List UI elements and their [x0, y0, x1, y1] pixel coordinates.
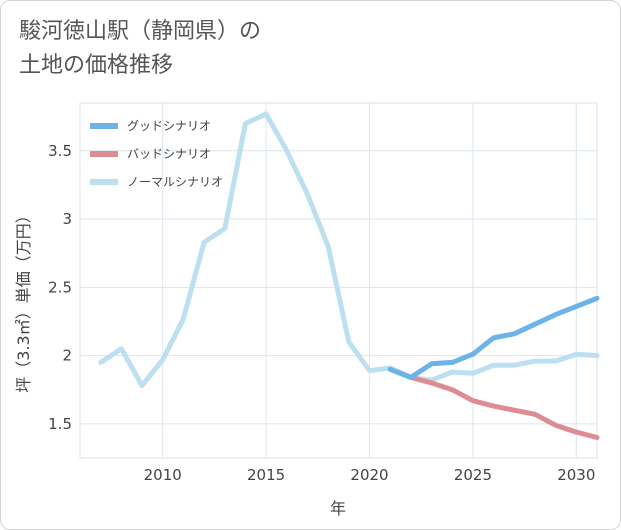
- legend-label-1: バッドシナリオ: [127, 147, 211, 161]
- y-tick-2-5: 2.5: [48, 278, 72, 296]
- series-line-1: [387, 366, 600, 440]
- x-tick-2030: 2030: [557, 466, 595, 484]
- x-tick-2025: 2025: [454, 466, 492, 484]
- y-tick-1-5: 1.5: [48, 415, 72, 433]
- y-tick-2: 2: [62, 347, 72, 365]
- x-tick-2020: 2020: [350, 466, 388, 484]
- chart-title-line-2: 土地の価格推移: [19, 53, 174, 78]
- legend-label-2: ノーマルシナリオ: [127, 175, 223, 189]
- legend-label-0: グッドシナリオ: [127, 119, 211, 133]
- chart-title-line-1: 駿河徳山駅（静岡県）の: [19, 19, 262, 44]
- x-tick-labels: 2010 2015 2020 2025 2030: [144, 466, 596, 484]
- gridlines: [80, 103, 597, 458]
- y-tick-3-5: 3.5: [48, 142, 72, 160]
- x-tick-2015: 2015: [247, 466, 285, 484]
- x-tick-2010: 2010: [144, 466, 182, 484]
- x-axis-title: 年: [330, 499, 346, 518]
- chart-title: 駿河徳山駅（静岡県）の 土地の価格推移: [19, 15, 261, 83]
- series-lines: [98, 111, 600, 440]
- plot-area-border: [79, 102, 598, 459]
- y-tick-3: 3: [62, 210, 72, 228]
- y-axis-title: 坪（3.3㎡）単価（万円）: [14, 207, 33, 392]
- series-line-2: [98, 111, 600, 389]
- series-line-0: [387, 295, 600, 380]
- y-tick-labels: 1.5 2 2.5 3 3.5: [48, 142, 72, 433]
